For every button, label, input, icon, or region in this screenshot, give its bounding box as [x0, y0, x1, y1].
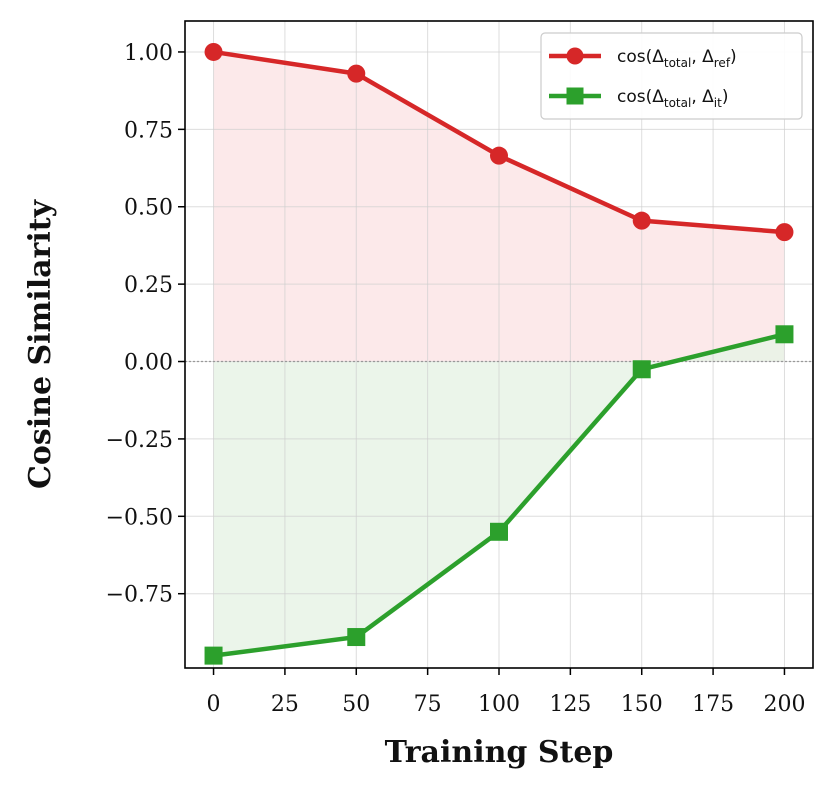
y-tick-label: 0.00 — [124, 351, 173, 376]
series-markers — [204, 42, 794, 665]
series-1-point — [490, 146, 508, 165]
x-tick-label: 125 — [549, 692, 591, 717]
legend-label-2: cos(Δtotal, Δit) — [617, 87, 728, 110]
y-tick-label: −0.50 — [106, 505, 173, 530]
y-axis-ticks: 1.00 0.75 0.50 0.25 0.00 −0.25 −0.50 −0.75 — [106, 41, 185, 608]
legend: cos(Δtotal, Δref) cos(Δtotal, Δit) — [540, 32, 803, 120]
series-1-point — [347, 64, 366, 83]
x-axis-label: Training Step — [385, 735, 614, 770]
series-2-point — [347, 628, 366, 647]
x-tick-label: 50 — [342, 692, 370, 717]
y-tick-label: 0.50 — [124, 196, 173, 221]
legend-label-1: cos(Δtotal, Δref) — [617, 47, 737, 70]
series-2-point — [632, 360, 651, 379]
series-1-point — [775, 223, 794, 242]
y-tick-label: 0.75 — [124, 118, 173, 143]
y-tick-label: 1.00 — [124, 41, 173, 66]
x-tick-label: 25 — [271, 692, 299, 717]
x-tick-label: 200 — [763, 692, 805, 717]
legend-marker-1 — [566, 47, 584, 65]
y-axis-label: Cosine Similarity — [23, 198, 58, 489]
series-2-point — [490, 522, 508, 541]
series-2-point — [775, 325, 794, 344]
series-1-point — [204, 42, 223, 61]
y-tick-label: 0.25 — [124, 273, 173, 298]
x-tick-label: 100 — [478, 692, 520, 717]
series-1-point — [632, 211, 651, 230]
series-2-point — [204, 646, 223, 665]
y-tick-label: −0.25 — [106, 428, 173, 453]
legend-marker-2 — [566, 87, 584, 105]
x-tick-label: 0 — [207, 692, 221, 717]
legend-box — [540, 32, 803, 120]
x-tick-label: 75 — [414, 692, 442, 717]
x-axis-ticks: 0 25 50 75 100 125 150 175 200 — [207, 668, 805, 717]
grid-lines — [185, 21, 813, 668]
x-tick-label: 150 — [621, 692, 663, 717]
y-tick-label: −0.75 — [106, 583, 173, 608]
x-tick-label: 175 — [692, 692, 734, 717]
